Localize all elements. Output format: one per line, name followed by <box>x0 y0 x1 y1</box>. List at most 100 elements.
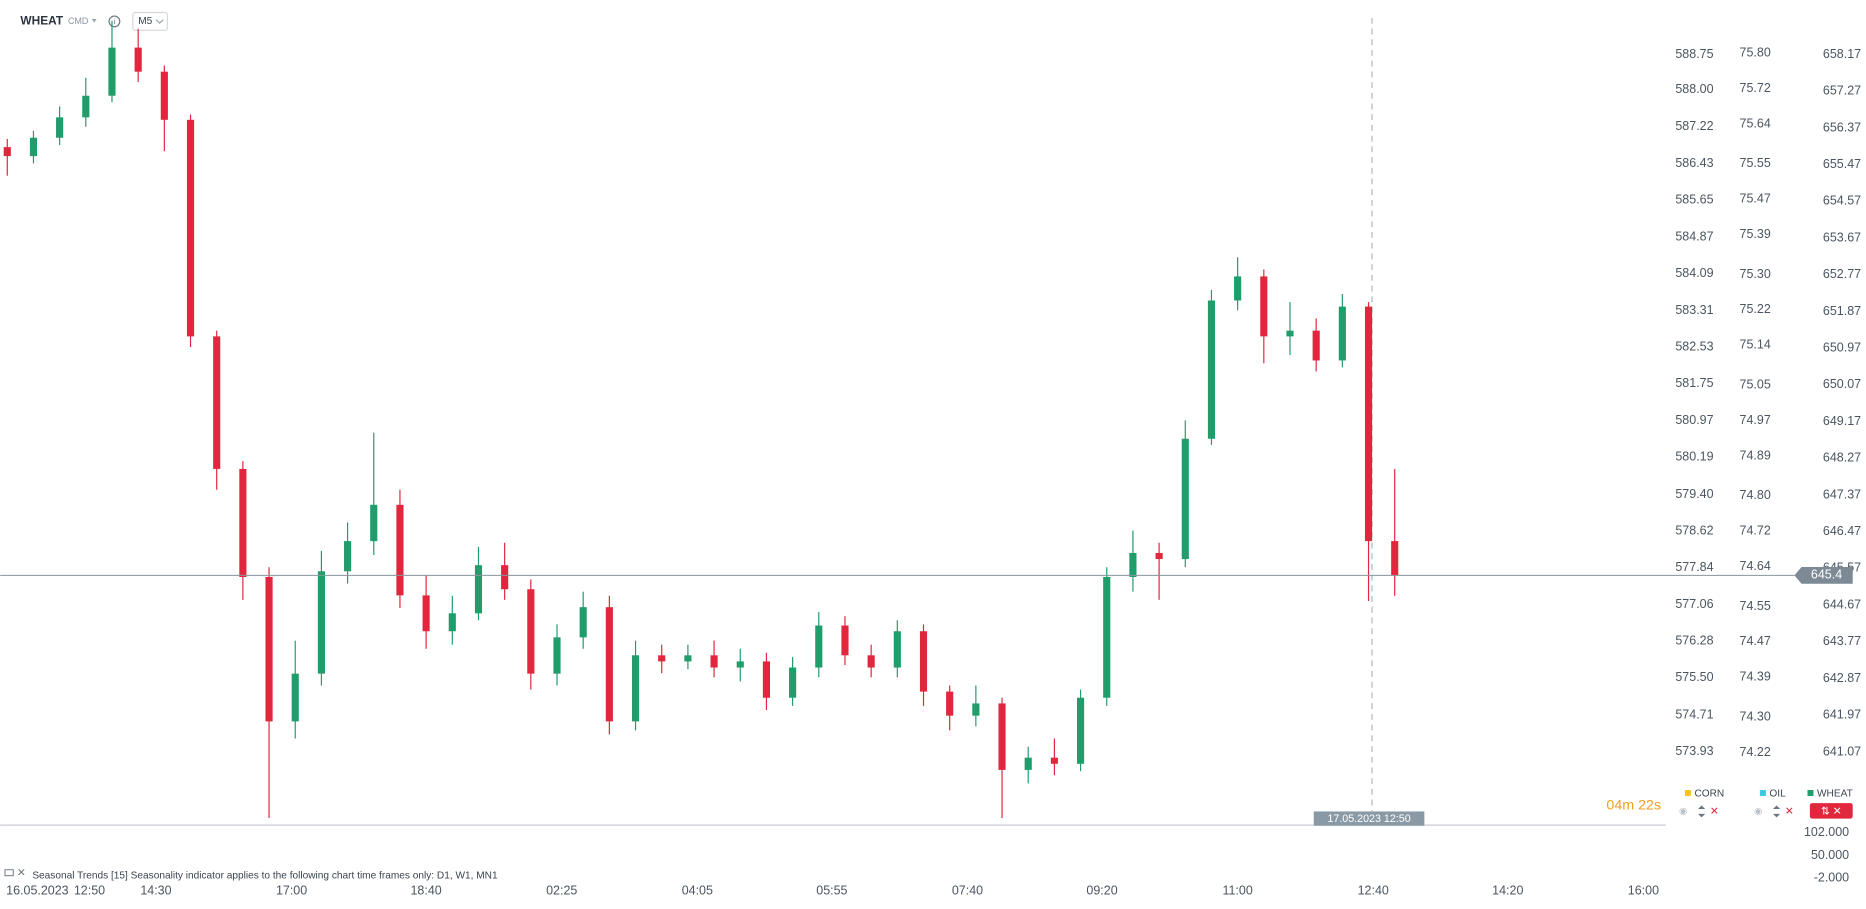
candle-body <box>710 655 718 668</box>
x-tick-label: 16:00 <box>1628 883 1659 897</box>
current-price-tag <box>1794 567 1853 584</box>
x-tick-label: 11:00 <box>1222 883 1252 897</box>
y-tick-label: 74.97 <box>1740 413 1771 427</box>
legend-label: CORN <box>1694 788 1724 799</box>
candle-body <box>370 504 378 542</box>
y-tick-label: 643.77 <box>1823 634 1861 648</box>
x-tick-label: 14:20 <box>1492 883 1523 897</box>
candle-body <box>108 47 116 96</box>
y-tick-label: 74.64 <box>1740 559 1771 573</box>
candle-body <box>762 661 771 698</box>
candle-body <box>841 625 849 656</box>
y-tick-label: 75.30 <box>1740 267 1771 281</box>
y-tick-label: 574.71 <box>1675 707 1713 721</box>
candle-body <box>1103 576 1111 698</box>
y-tick-label: 582.53 <box>1675 339 1713 353</box>
y-tick-label: 575.50 <box>1675 670 1713 684</box>
candle-body <box>396 504 404 596</box>
candle-body <box>1155 552 1163 560</box>
candle-body <box>867 655 875 668</box>
legend-updown <box>1698 805 1706 818</box>
candle-body <box>265 576 273 722</box>
candle-body <box>1129 552 1137 577</box>
y-tick-label: 75.64 <box>1740 116 1771 130</box>
x-tick-label: 17:00 <box>276 883 307 897</box>
y-tick-label: 74.39 <box>1740 670 1771 684</box>
timer: 04m 22s <box>1606 797 1661 813</box>
candle-body <box>239 468 247 577</box>
candle-body <box>972 703 980 716</box>
candle-body <box>291 673 299 722</box>
x-tick-label: 07:40 <box>952 883 983 897</box>
indicator-icon[interactable] <box>4 869 14 877</box>
crosshair-label-box <box>1313 811 1425 826</box>
x-tick-label: 02:25 <box>546 883 577 897</box>
candle-body <box>553 637 561 674</box>
candle-body <box>1312 330 1320 361</box>
y-tick-label: 651.87 <box>1823 304 1861 318</box>
candle-body <box>56 117 64 138</box>
candle-body <box>736 661 744 668</box>
candle-body <box>658 655 666 662</box>
market: CMD <box>68 16 88 26</box>
timeframe-arrow <box>155 19 164 25</box>
candle-body <box>1286 330 1294 337</box>
candle-body <box>1364 306 1373 542</box>
candle-body <box>344 541 352 572</box>
y-tick-label: 580.19 <box>1675 450 1713 464</box>
candle-body <box>893 631 901 668</box>
y-tick-label: 642.87 <box>1823 671 1861 685</box>
y-tick-label: 581.75 <box>1675 376 1713 390</box>
y-tick-label: 74.89 <box>1740 448 1771 462</box>
legend-eye: ◉ <box>1679 806 1687 817</box>
candle-body <box>605 607 613 722</box>
plot <box>3 17 1399 819</box>
dropdown-arrow[interactable] <box>91 19 97 23</box>
legend-swatch <box>1807 790 1814 796</box>
candle-body <box>1234 276 1242 301</box>
y-tick-label: 578.62 <box>1675 523 1713 537</box>
y-tick-label: 75.80 <box>1740 46 1771 60</box>
y-tick-label: 579.40 <box>1675 487 1713 501</box>
x-tick-label: 12:40 <box>1358 883 1389 897</box>
indicator-text: Seasonal Trends [15] Seasonality indicat… <box>32 870 498 881</box>
y-tick-label: 644.67 <box>1823 597 1861 611</box>
candle-body <box>474 565 483 614</box>
candle-body <box>1260 276 1268 337</box>
y-tick-label: 580.97 <box>1675 413 1713 427</box>
candle-body <box>501 565 509 590</box>
candle-body <box>998 703 1006 770</box>
candle-body <box>448 613 456 632</box>
legend-swatch <box>1759 790 1766 796</box>
timeframe: M5 <box>138 16 152 27</box>
info-icon-i: i <box>114 17 116 26</box>
legend-active-icons: ⇅ ✕ <box>1821 805 1842 817</box>
y-tick-label: 75.72 <box>1740 81 1771 95</box>
candle-body <box>317 571 325 674</box>
y-tick-label: 75.55 <box>1740 156 1771 170</box>
candle-body <box>1181 438 1189 560</box>
candle-body <box>134 47 142 72</box>
y-tick-label: 655.47 <box>1823 157 1861 171</box>
symbol[interactable]: WHEAT <box>20 14 63 28</box>
indicator-close[interactable]: ✕ <box>17 867 26 879</box>
y-tick-label: 652.77 <box>1823 267 1861 281</box>
candle-body <box>186 119 195 337</box>
candle-body <box>579 607 587 638</box>
y-tick-label: 74.80 <box>1740 488 1771 502</box>
y-tick-label: 654.57 <box>1823 194 1861 208</box>
y-tick-label: 646.47 <box>1823 524 1861 538</box>
candle-body <box>422 595 430 632</box>
y-tick-label: 75.39 <box>1740 227 1771 241</box>
crosshair-label: 17.05.2023 12:50 <box>1327 813 1410 825</box>
y-tick-label: 74.22 <box>1740 745 1771 759</box>
candle-body <box>160 71 168 120</box>
timeframe-box[interactable] <box>132 11 168 31</box>
info-icon[interactable] <box>108 15 121 28</box>
indicator-tick-label: 50.000 <box>1811 848 1849 862</box>
x-tick-label: 09:20 <box>1086 883 1117 897</box>
candle-body <box>82 95 90 118</box>
legend-remove: ✕ <box>1710 805 1719 817</box>
y-tick-label: 658.17 <box>1823 47 1861 61</box>
